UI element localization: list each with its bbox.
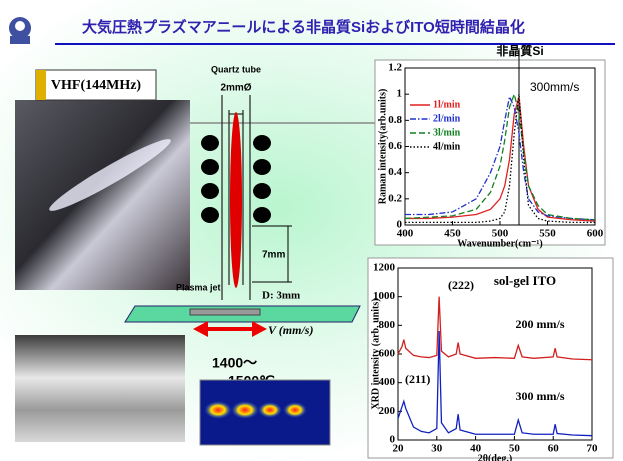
- x-axis-label: 2θ(deg.): [478, 453, 512, 461]
- legend-label: 4l/min: [433, 141, 461, 152]
- temp-label: 1400～: [212, 355, 257, 371]
- chart-title: 非晶質Si: [496, 43, 543, 58]
- x-tick-label: 60: [548, 443, 560, 455]
- annotation: 300mm/s: [530, 80, 579, 94]
- distance-label: D: 3mm: [262, 290, 300, 302]
- speed-label: V (mm/s): [268, 323, 313, 337]
- tube-label: Quartz tube: [211, 64, 261, 74]
- legend-label: 3l/min: [433, 127, 461, 138]
- y-tick-label: 0.2: [388, 192, 402, 204]
- y-axis-label: Raman intensity(arb.units): [377, 89, 388, 205]
- plasma-jet: [230, 112, 242, 288]
- slide: 大気圧熱プラズマアニールによる非晶質SiおよびITO短時間結晶化 VHF(144…: [0, 0, 623, 461]
- y-tick-label: 1.2: [388, 62, 402, 74]
- legend-label: 1l/min: [433, 99, 461, 110]
- legend-label: 2l/min: [433, 113, 461, 124]
- x-tick-label: 20: [393, 443, 405, 455]
- chart-title: sol-gel ITO: [494, 273, 556, 288]
- vhf-label: VHF(144MHz): [51, 78, 142, 93]
- y-tick-label: 0.4: [388, 166, 402, 178]
- y-tick-label: 1: [397, 88, 403, 100]
- annotation: (211): [405, 372, 430, 386]
- series-label: 300 mm/s: [516, 389, 565, 403]
- x-tick-label: 70: [587, 443, 599, 455]
- jet-label: Plasma jet: [176, 282, 221, 292]
- logo: [9, 17, 31, 44]
- film: [190, 309, 260, 315]
- series-label: 200 mm/s: [516, 317, 565, 331]
- x-tick-label: 400: [397, 228, 414, 240]
- x-axis-label: Wavenumber(cm⁻¹): [457, 238, 542, 249]
- slide-title: 大気圧熱プラズマアニールによる非晶質SiおよびITO短時間結晶化: [82, 18, 525, 36]
- annotation: (222): [448, 278, 474, 292]
- y-tick-label: 1200: [373, 262, 396, 274]
- diameter-label: 2mmØ: [220, 83, 251, 94]
- y-tick-label: 0.8: [388, 114, 402, 126]
- gap-label: 7mm: [262, 250, 285, 261]
- vhf-accent: [36, 70, 46, 100]
- y-axis-label: XRD intensity (arb. units): [370, 298, 381, 409]
- photo-plasma: [15, 100, 190, 290]
- photo-setup: [15, 335, 185, 442]
- y-tick-label: 0.6: [388, 140, 402, 152]
- x-tick-label: 30: [431, 443, 443, 455]
- x-tick-label: 600: [587, 228, 604, 240]
